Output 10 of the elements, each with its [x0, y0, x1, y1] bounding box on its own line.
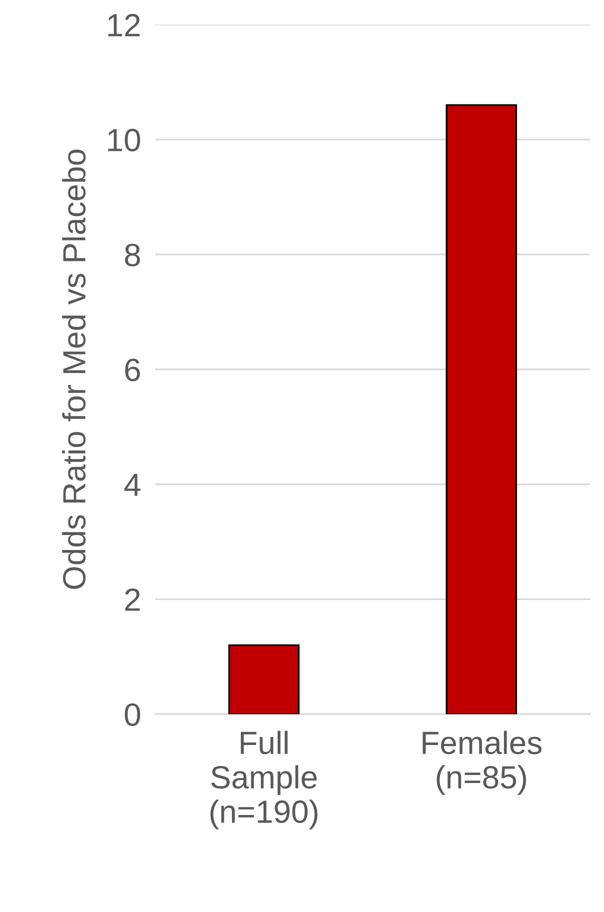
- y-tick-label: 2: [125, 588, 140, 611]
- y-tick-label: 6: [125, 358, 140, 382]
- y-tick-label: 12: [108, 14, 140, 36]
- y-axis-title: Odds Ratio for Med vs Placebo: [62, 150, 86, 589]
- y-tick-label: 10: [108, 128, 140, 152]
- x-tick-label: Full Sample (n=190): [210, 730, 318, 830]
- y-tick-label: 8: [124, 244, 140, 266]
- y-tick-label: 4: [124, 474, 140, 496]
- y-tick-label: 0: [124, 703, 140, 726]
- x-tick-label: Females (n=85): [422, 730, 542, 795]
